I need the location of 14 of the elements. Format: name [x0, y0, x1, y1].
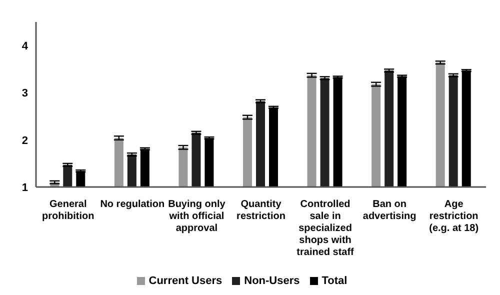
y-tick-label: 1	[22, 182, 28, 194]
legend-label: Non-Users	[244, 275, 300, 287]
x-tick-label: No regulation	[100, 199, 165, 210]
x-tick-label: General prohibition	[42, 199, 94, 222]
x-tick-label: Ban on advertising	[362, 199, 416, 222]
y-tick-label: 2	[22, 134, 28, 147]
x-tick-label: Age restriction (e.g. at 18)	[429, 199, 479, 234]
y-tick-label: 3	[22, 88, 28, 100]
legend-label: Total	[322, 275, 348, 287]
x-tick-label: Quantity restriction	[236, 199, 286, 222]
legend-label: Current Users	[148, 275, 222, 287]
x-tick-label: Buying only with official approval	[168, 199, 226, 234]
y-tick-label: 4	[22, 40, 29, 52]
x-tick-label: Controlled sale in specialized shops with trained staff	[296, 199, 355, 258]
